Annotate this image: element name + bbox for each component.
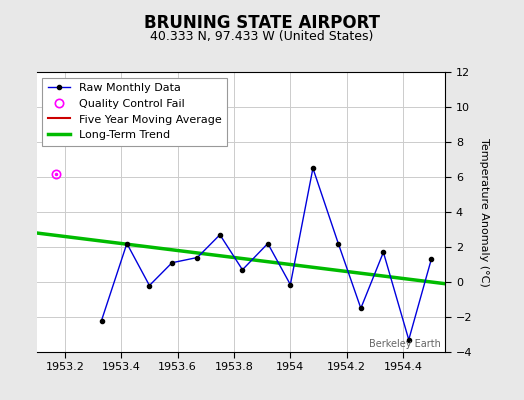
Legend: Raw Monthly Data, Quality Control Fail, Five Year Moving Average, Long-Term Tren: Raw Monthly Data, Quality Control Fail, …: [42, 78, 227, 146]
Raw Monthly Data: [335, 241, 342, 246]
Raw Monthly Data: [265, 241, 271, 246]
Raw Monthly Data: [99, 318, 105, 323]
Raw Monthly Data: [194, 255, 201, 260]
Raw Monthly Data: [146, 283, 152, 288]
Raw Monthly Data: [217, 232, 223, 237]
Text: 40.333 N, 97.433 W (United States): 40.333 N, 97.433 W (United States): [150, 30, 374, 43]
Raw Monthly Data: [380, 250, 387, 255]
Text: BRUNING STATE AIRPORT: BRUNING STATE AIRPORT: [144, 14, 380, 32]
Raw Monthly Data: [406, 337, 412, 342]
Raw Monthly Data: [310, 166, 316, 171]
Text: Berkeley Earth: Berkeley Earth: [369, 339, 441, 349]
Raw Monthly Data: [169, 260, 175, 265]
Raw Monthly Data: [124, 241, 130, 246]
Raw Monthly Data: [287, 282, 293, 287]
Raw Monthly Data: [239, 267, 246, 272]
Line: Raw Monthly Data: Raw Monthly Data: [100, 166, 433, 342]
Raw Monthly Data: [428, 257, 434, 262]
Y-axis label: Temperature Anomaly (°C): Temperature Anomaly (°C): [479, 138, 489, 286]
Raw Monthly Data: [358, 306, 364, 311]
